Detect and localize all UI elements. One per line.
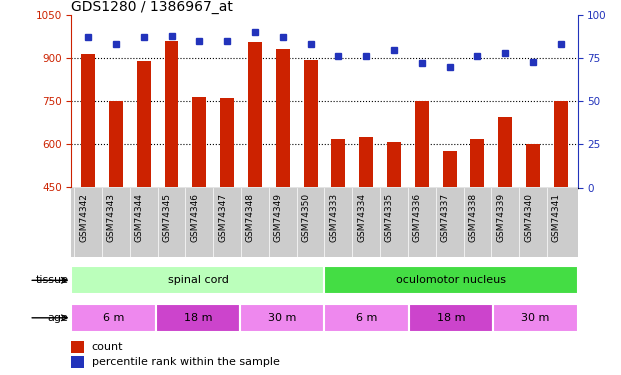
Text: GSM74349: GSM74349 (274, 193, 283, 242)
Bar (554, 101, 568, 188)
Text: GSM74344: GSM74344 (135, 193, 143, 242)
Text: GSM74334: GSM74334 (357, 193, 366, 242)
Bar (526, 144, 540, 188)
Bar (332, 139, 345, 188)
Text: 18 m: 18 m (437, 313, 465, 323)
Text: GSM74341: GSM74341 (552, 193, 561, 242)
Text: percentile rank within the sample: percentile rank within the sample (92, 357, 279, 367)
Text: count: count (92, 342, 123, 352)
Text: GSM74350: GSM74350 (302, 193, 310, 242)
Bar (71, 304, 156, 332)
Text: GSM74348: GSM74348 (246, 193, 255, 242)
Text: GSM74337: GSM74337 (441, 193, 450, 242)
Bar (71, 266, 325, 294)
Bar (325, 304, 409, 332)
Bar (109, 100, 123, 188)
Bar (220, 98, 234, 188)
Bar (276, 50, 290, 188)
Bar (240, 304, 325, 332)
Text: 6 m: 6 m (103, 313, 124, 323)
Bar (493, 304, 578, 332)
Bar (304, 60, 317, 188)
Text: 30 m: 30 m (268, 313, 296, 323)
Bar (498, 117, 512, 188)
Bar (415, 101, 428, 188)
Text: GSM74346: GSM74346 (190, 193, 199, 242)
Text: GSM74342: GSM74342 (79, 193, 88, 242)
Bar (165, 41, 178, 188)
Text: 6 m: 6 m (356, 313, 378, 323)
Bar (248, 42, 262, 188)
Bar (387, 142, 401, 188)
Text: GSM74338: GSM74338 (468, 193, 478, 242)
Text: GSM74347: GSM74347 (218, 193, 227, 242)
Bar (137, 61, 151, 188)
Bar (359, 137, 373, 188)
Text: GSM74336: GSM74336 (413, 193, 422, 242)
Text: GSM74333: GSM74333 (329, 193, 338, 242)
Bar (71, 356, 84, 368)
Text: GSM74340: GSM74340 (524, 193, 533, 242)
Text: GSM74345: GSM74345 (163, 193, 171, 242)
Bar (443, 151, 456, 188)
Text: 30 m: 30 m (521, 313, 550, 323)
Bar (71, 341, 84, 352)
Bar (409, 304, 493, 332)
Text: GSM74339: GSM74339 (496, 193, 505, 242)
Text: 18 m: 18 m (184, 313, 212, 323)
Bar (81, 54, 95, 188)
Text: spinal cord: spinal cord (168, 275, 229, 285)
Text: GSM74343: GSM74343 (107, 193, 116, 242)
Bar (325, 266, 578, 294)
Bar (156, 304, 240, 332)
Text: age: age (47, 313, 68, 323)
Bar (471, 139, 484, 188)
Text: oculomotor nucleus: oculomotor nucleus (396, 275, 506, 285)
Text: GDS1280 / 1386967_at: GDS1280 / 1386967_at (71, 0, 233, 14)
Text: GSM74335: GSM74335 (385, 193, 394, 242)
Text: tissue: tissue (35, 275, 68, 285)
Bar (193, 97, 206, 188)
